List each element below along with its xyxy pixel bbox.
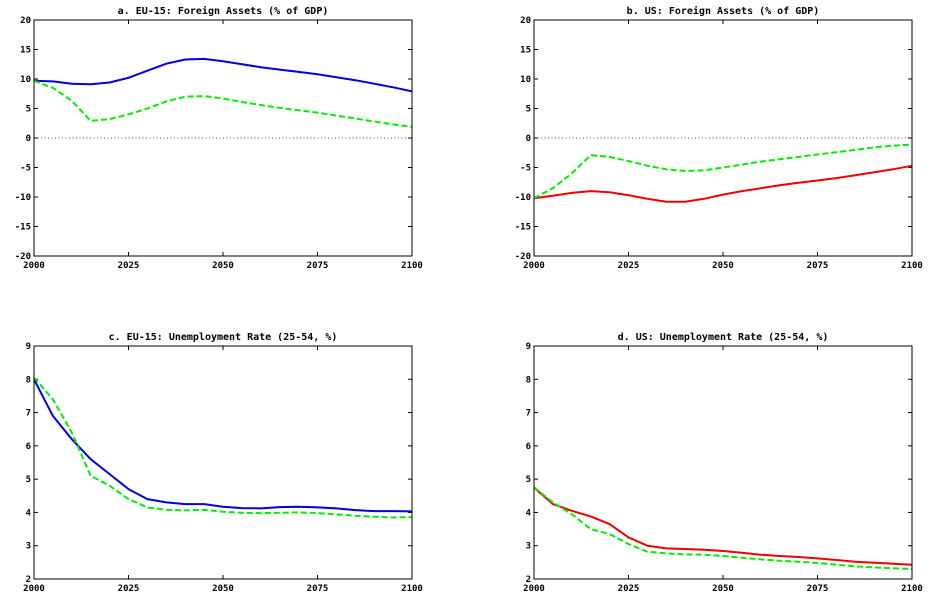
x-tick-label: 2100 (401, 261, 423, 271)
y-tick-label: 5 (26, 475, 31, 485)
series-line-solid (533, 486, 913, 566)
y-tick-label: 5 (526, 105, 531, 115)
series-line-solid (33, 378, 413, 513)
y-tick-label: 3 (526, 542, 531, 552)
y-tick-label: 2 (26, 575, 31, 585)
plot-frame (33, 19, 413, 257)
y-tick-label: 7 (26, 409, 31, 419)
x-tick-label: 2000 (23, 261, 45, 271)
x-tick-label: 2050 (712, 261, 734, 271)
x-tick-label: 2075 (807, 261, 829, 271)
y-tick-label: 4 (526, 508, 532, 518)
x-tick-label: 2050 (212, 261, 234, 271)
x-tick-label: 2100 (901, 261, 923, 271)
y-tick-label: 15 (20, 46, 31, 56)
y-tick-label: 6 (26, 442, 31, 452)
y-tick-label: 9 (526, 342, 531, 352)
chart-title: d. US: Unemployment Rate (25-54, %) (618, 332, 829, 343)
y-tick-label: -20 (515, 252, 531, 262)
x-tick-label: 2000 (523, 261, 545, 271)
x-tick-label: 2075 (807, 584, 829, 594)
y-tick-label: 5 (26, 105, 31, 115)
x-tick-label: 2075 (307, 584, 329, 594)
plot-frame (533, 19, 913, 257)
chart-title: c. EU-15: Unemployment Rate (25-54, %) (109, 332, 338, 343)
y-tick-label: -5 (20, 164, 31, 174)
y-tick-label: 10 (20, 75, 31, 85)
x-tick-label: 2100 (401, 584, 423, 594)
chart-title: b. US: Foreign Assets (% of GDP) (627, 5, 820, 17)
y-tick-label: 2 (526, 575, 531, 585)
y-tick-label: 8 (526, 375, 531, 385)
y-tick-label: -10 (515, 193, 531, 203)
y-tick-label: 8 (26, 375, 31, 385)
x-tick-label: 2050 (712, 584, 734, 594)
y-tick-label: -15 (15, 223, 31, 233)
x-tick-label: 2100 (901, 584, 923, 594)
y-tick-label: 15 (520, 46, 531, 56)
y-tick-label: 4 (26, 508, 32, 518)
y-tick-label: 20 (20, 16, 31, 26)
x-tick-label: 2075 (307, 261, 329, 271)
x-tick-label: 2025 (618, 584, 640, 594)
y-tick-label: -5 (520, 164, 531, 174)
series-line-dashed (533, 486, 913, 570)
x-tick-label: 2025 (618, 261, 640, 271)
y-tick-label: 7 (526, 409, 531, 419)
plot-frame (533, 345, 913, 580)
x-tick-label: 2050 (212, 584, 234, 594)
x-tick-label: 2000 (23, 584, 45, 594)
x-tick-label: 2025 (118, 261, 140, 271)
y-tick-label: 10 (520, 75, 531, 85)
y-tick-label: 20 (520, 16, 531, 26)
y-tick-label: -10 (15, 193, 31, 203)
y-tick-label: -15 (515, 223, 531, 233)
y-tick-label: 0 (26, 134, 31, 144)
series-line-dashed (33, 79, 413, 128)
series-line-solid (33, 57, 413, 93)
chart-panel-b: b. US: Foreign Assets (% of GDP) -20 -15 -1… (515, 5, 923, 271)
y-tick-label: 0 (526, 134, 531, 144)
x-tick-label: 2000 (523, 584, 545, 594)
chart-title: a. EU-15: Foreign Assets (% of GDP) (118, 5, 329, 17)
y-tick-label: 3 (26, 542, 31, 552)
y-tick-label: 5 (526, 475, 531, 485)
series-line-solid (533, 164, 913, 203)
series-line-dashed (33, 376, 413, 519)
y-tick-label: 6 (526, 442, 531, 452)
y-tick-label: 9 (26, 342, 31, 352)
chart-panel-a: a. EU-15: Foreign Assets (% of GDP) -20 -1… (15, 5, 423, 271)
plot-frame (33, 345, 413, 580)
chart-panel-c: c. EU-15: Unemployment Rate (25-54, %) 2 3… (23, 332, 423, 594)
x-tick-label: 2025 (118, 584, 140, 594)
chart-panel-d: d. US: Unemployment Rate (25-54, %) 2 3 4 5 6… (523, 332, 923, 594)
y-tick-label: -20 (15, 252, 31, 262)
